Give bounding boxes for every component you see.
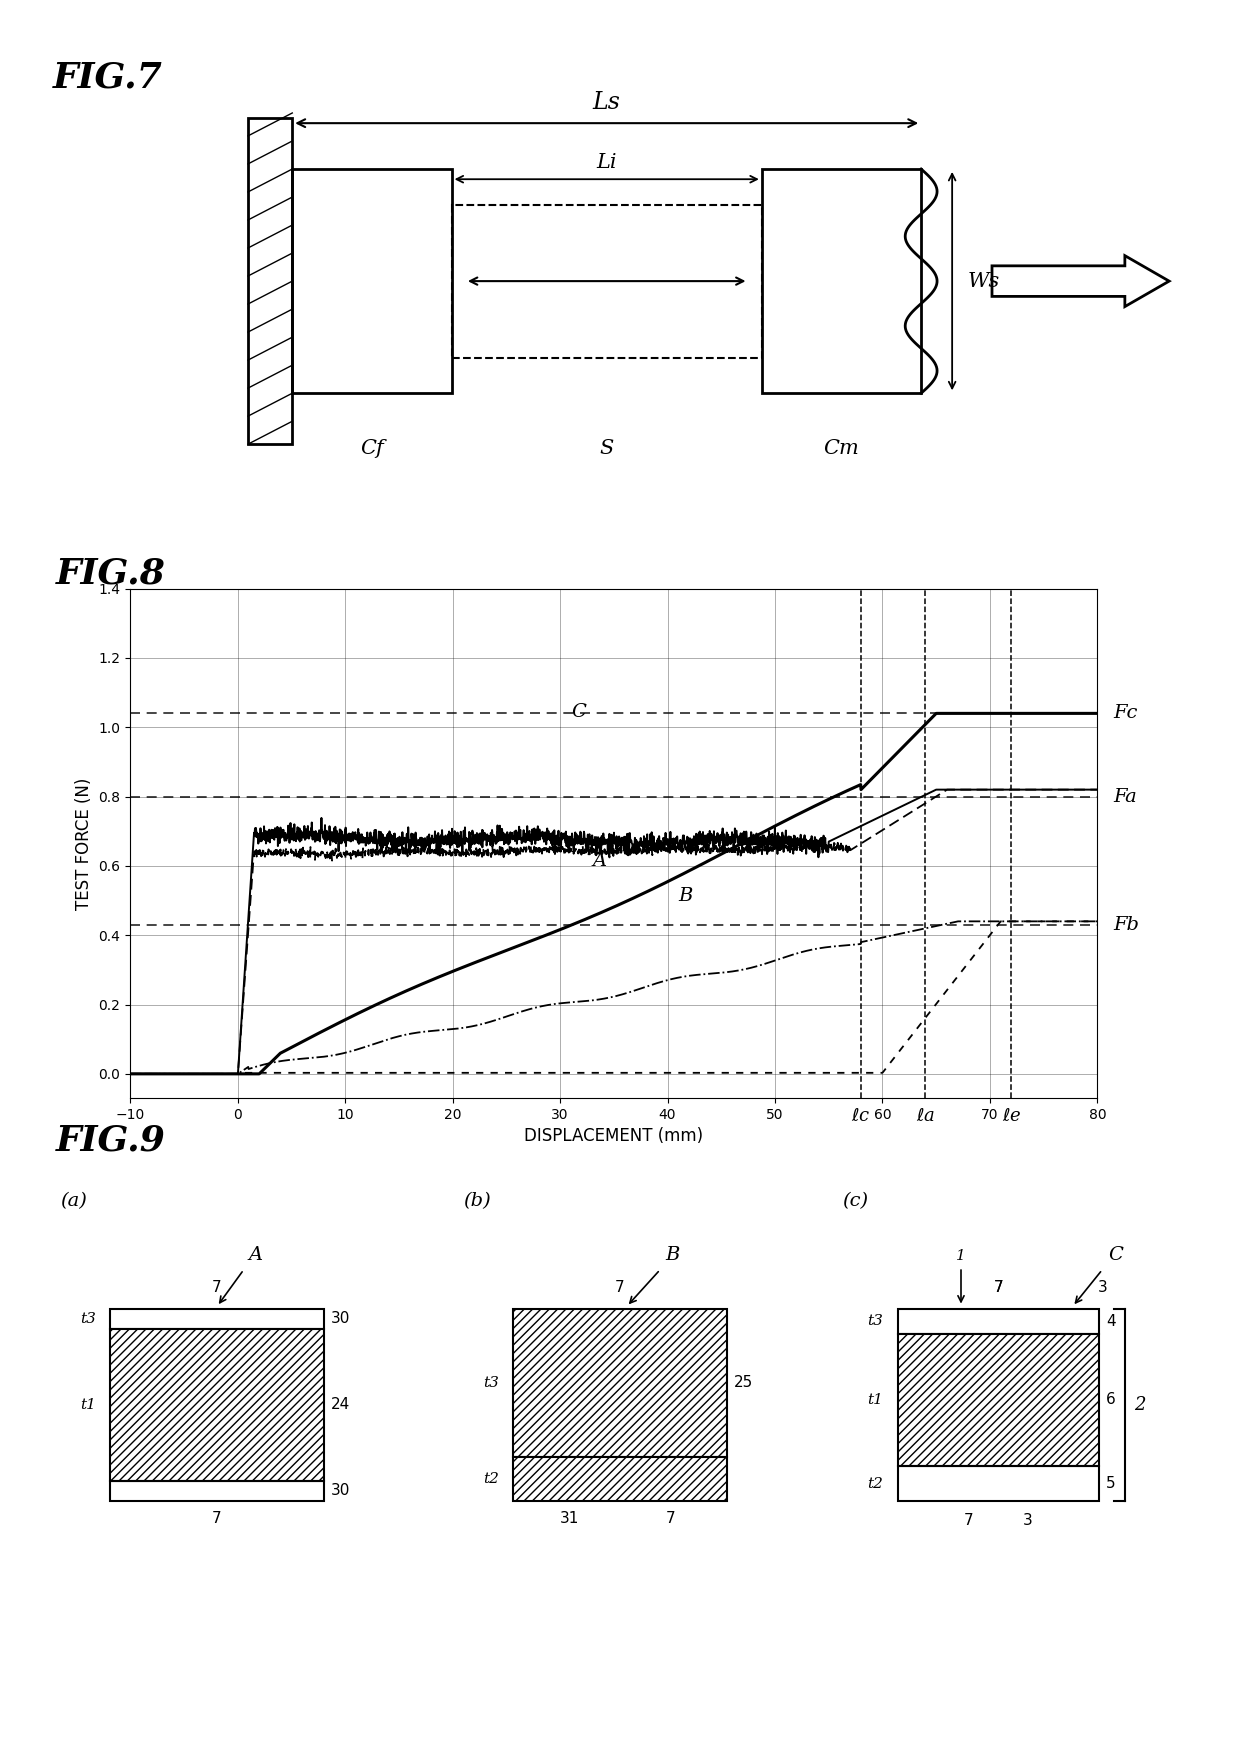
Text: $\ell$a: $\ell$a (916, 1107, 935, 1124)
Text: Ws: Ws (968, 272, 1001, 290)
Text: 3: 3 (1023, 1513, 1033, 1529)
Text: A: A (593, 852, 606, 870)
Text: 4: 4 (1106, 1314, 1116, 1328)
Text: t2: t2 (484, 1472, 500, 1486)
Bar (110, 1328, 324, 1481)
Text: 1: 1 (956, 1249, 966, 1263)
Text: C: C (1109, 1246, 1122, 1263)
Text: t1: t1 (867, 1393, 883, 1407)
Text: 30: 30 (331, 1483, 350, 1499)
Text: 7: 7 (212, 1511, 222, 1527)
Text: Cm: Cm (823, 439, 859, 459)
Text: 3: 3 (1097, 1279, 1107, 1295)
Text: Cf: Cf (360, 439, 384, 459)
Text: 7: 7 (963, 1513, 973, 1529)
Text: FIG.8: FIG.8 (56, 557, 166, 590)
Text: Fa: Fa (1114, 787, 1137, 805)
Text: (b): (b) (463, 1191, 490, 1209)
Bar (513, 1309, 727, 1457)
Text: 5: 5 (1106, 1476, 1116, 1492)
Text: 7: 7 (666, 1511, 675, 1527)
Text: $\ell$e: $\ell$e (1002, 1107, 1022, 1124)
Text: t1: t1 (81, 1399, 97, 1413)
Bar (451, 206, 761, 358)
Text: (c): (c) (842, 1191, 868, 1209)
Bar (248, 118, 293, 445)
Text: 24: 24 (331, 1397, 350, 1413)
Bar (898, 1467, 1099, 1500)
Text: 2: 2 (1133, 1395, 1146, 1414)
X-axis label: DISPLACEMENT (mm): DISPLACEMENT (mm) (525, 1128, 703, 1146)
Text: t3: t3 (484, 1376, 500, 1390)
Text: 7: 7 (615, 1279, 625, 1295)
Text: 25: 25 (734, 1376, 753, 1390)
Text: Li: Li (596, 153, 618, 172)
Bar (513, 1457, 727, 1500)
Y-axis label: TEST FORCE (N): TEST FORCE (N) (74, 777, 93, 910)
Bar (898, 1334, 1099, 1467)
Text: FIG.9: FIG.9 (56, 1124, 166, 1158)
Text: B: B (678, 887, 693, 905)
Bar (761, 169, 921, 394)
Text: 31: 31 (560, 1511, 579, 1527)
Text: $\ell$c: $\ell$c (852, 1107, 870, 1124)
Text: t3: t3 (81, 1312, 97, 1327)
Text: C: C (570, 703, 585, 720)
Text: Fb: Fb (1114, 915, 1140, 933)
Text: S: S (600, 439, 614, 459)
Text: 6: 6 (1106, 1393, 1116, 1407)
Bar (110, 1481, 324, 1500)
Bar (293, 169, 451, 394)
Text: A: A (249, 1246, 263, 1263)
Text: Fc: Fc (1114, 705, 1138, 722)
Text: (a): (a) (60, 1191, 87, 1209)
Bar (110, 1309, 324, 1328)
Text: t2: t2 (867, 1476, 883, 1490)
Text: FIG.7: FIG.7 (53, 60, 162, 95)
Text: B: B (665, 1246, 680, 1263)
Text: 7: 7 (993, 1279, 1003, 1295)
Text: 7: 7 (212, 1279, 222, 1295)
Text: t3: t3 (867, 1314, 883, 1328)
Bar (898, 1309, 1099, 1334)
Text: 30: 30 (331, 1311, 350, 1327)
Text: Ls: Ls (593, 91, 621, 114)
Text: 7: 7 (993, 1279, 1003, 1295)
